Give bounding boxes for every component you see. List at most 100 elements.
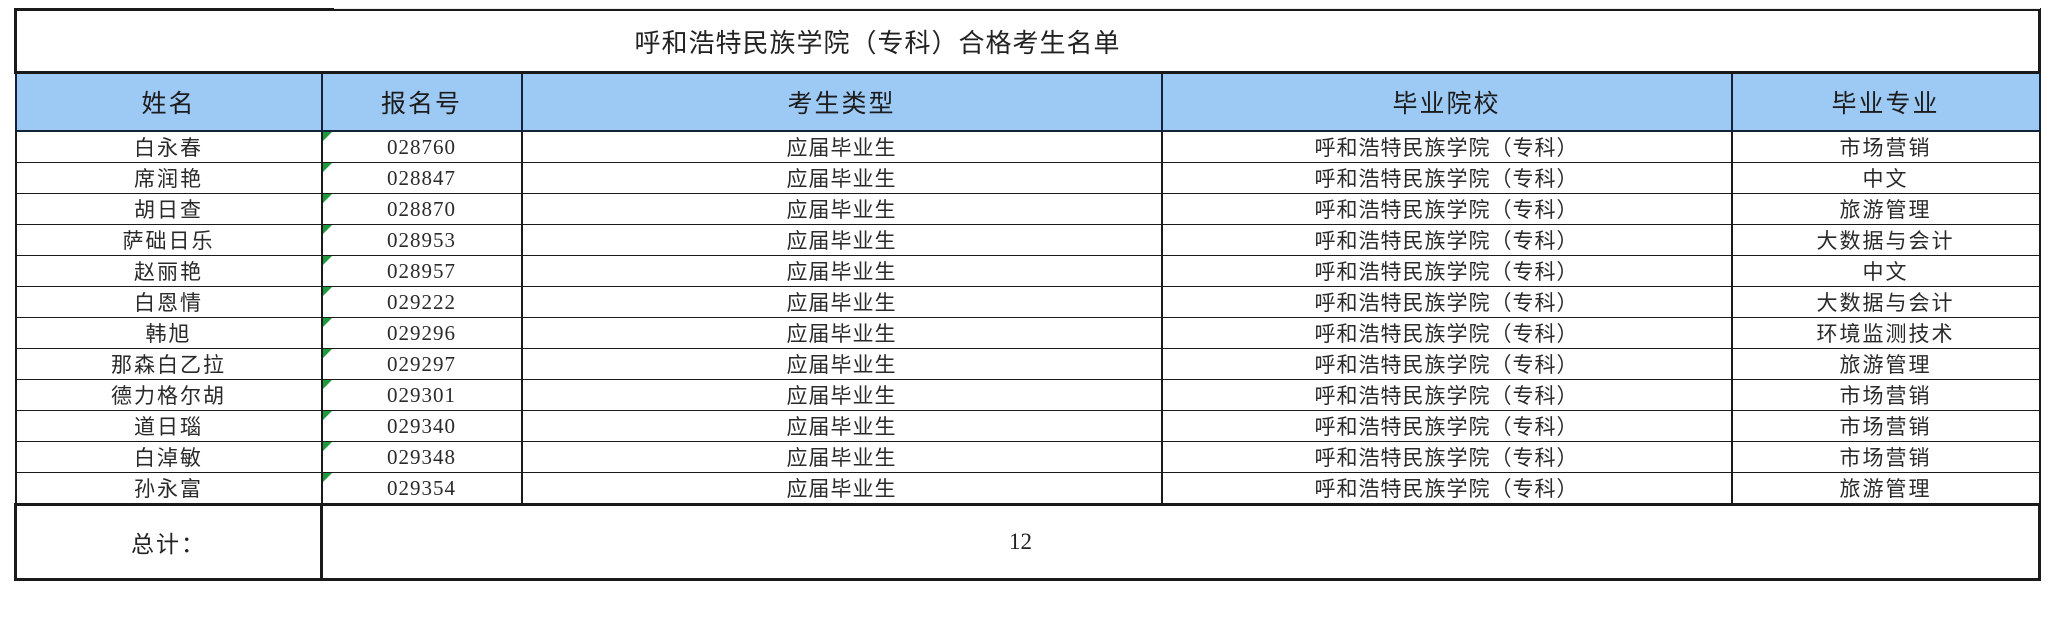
cell-major[interactable]: 旅游管理 [1730, 193, 2041, 225]
table-row[interactable]: 韩旭 029296 应届毕业生 呼和浩特民族学院（专科） 环境监测技术 [14, 317, 2041, 349]
cell-regno[interactable]: 028870 [320, 193, 523, 225]
cell-major[interactable]: 旅游管理 [1730, 472, 2041, 505]
cell-name[interactable]: 席润艳 [14, 162, 323, 194]
cell-major[interactable]: 市场营销 [1730, 410, 2041, 442]
cell-regno[interactable]: 028760 [320, 130, 523, 163]
cell-school[interactable]: 呼和浩特民族学院（专科） [1160, 348, 1733, 380]
cell-school[interactable]: 呼和浩特民族学院（专科） [1160, 286, 1733, 318]
cell-regno[interactable]: 028953 [320, 224, 523, 256]
cell-school[interactable]: 呼和浩特民族学院（专科） [1160, 472, 1733, 505]
cell-type[interactable]: 应届毕业生 [520, 162, 1163, 194]
table-row[interactable]: 萨础日乐 028953 应届毕业生 呼和浩特民族学院（专科） 大数据与会计 [14, 224, 2041, 256]
cell-type[interactable]: 应届毕业生 [520, 193, 1163, 225]
cell-type[interactable]: 应届毕业生 [520, 224, 1163, 256]
cell-major[interactable]: 环境监测技术 [1730, 317, 2041, 349]
cell-name[interactable]: 萨础日乐 [14, 224, 323, 256]
cell-name[interactable]: 道日瑙 [14, 410, 323, 442]
cell-regno[interactable]: 028957 [320, 255, 523, 287]
table-row[interactable]: 白恩情 029222 应届毕业生 呼和浩特民族学院（专科） 大数据与会计 [14, 286, 2041, 318]
cell-type[interactable]: 应届毕业生 [520, 379, 1163, 411]
cell-major[interactable]: 市场营销 [1730, 130, 2041, 163]
cell-type[interactable]: 应届毕业生 [520, 441, 1163, 473]
cell-school[interactable]: 呼和浩特民族学院（专科） [1160, 162, 1733, 194]
cell-regno[interactable]: 029340 [320, 410, 523, 442]
cell-school[interactable]: 呼和浩特民族学院（专科） [1160, 193, 1733, 225]
table-row[interactable]: 那森白乙拉 029297 应届毕业生 呼和浩特民族学院（专科） 旅游管理 [14, 348, 2041, 380]
text-number-warning-icon [323, 473, 332, 482]
cell-type[interactable]: 应届毕业生 [520, 317, 1163, 349]
table-row[interactable]: 德力格尔胡 029301 应届毕业生 呼和浩特民族学院（专科） 市场营销 [14, 379, 2041, 411]
cell-name[interactable]: 那森白乙拉 [14, 348, 323, 380]
column-header-type[interactable]: 考生类型 [520, 71, 1163, 132]
table-row[interactable]: 赵丽艳 028957 应届毕业生 呼和浩特民族学院（专科） 中文 [14, 255, 2041, 287]
column-header-regno[interactable]: 报名号 [320, 71, 523, 132]
cell-name[interactable]: 德力格尔胡 [14, 379, 323, 411]
table-row[interactable]: 孙永富 029354 应届毕业生 呼和浩特民族学院（专科） 旅游管理 [14, 472, 2041, 505]
text-number-warning-icon [323, 442, 332, 451]
cell-name[interactable]: 韩旭 [14, 317, 323, 349]
page-title-cell: 呼和浩特民族学院（专科）合格考生名单 [13, 8, 2042, 74]
regno-text: 029301 [387, 382, 456, 407]
cell-regno[interactable]: 028847 [320, 162, 523, 194]
regno-text: 029296 [387, 320, 456, 345]
column-header-major[interactable]: 毕业专业 [1730, 71, 2041, 132]
cell-school[interactable]: 呼和浩特民族学院（专科） [1160, 224, 1733, 256]
regno-text: 029222 [387, 289, 456, 314]
cell-school[interactable]: 呼和浩特民族学院（专科） [1160, 441, 1733, 473]
cell-major[interactable]: 市场营销 [1730, 379, 2041, 411]
table-row[interactable]: 道日瑙 029340 应届毕业生 呼和浩特民族学院（专科） 市场营销 [14, 410, 2041, 442]
regno-text: 028957 [387, 258, 456, 283]
total-value: 12 [1009, 529, 1033, 554]
cell-type[interactable]: 应届毕业生 [520, 255, 1163, 287]
regno-text: 028870 [387, 196, 456, 221]
cell-name[interactable]: 胡日查 [14, 193, 323, 225]
cell-type[interactable]: 应届毕业生 [520, 348, 1163, 380]
cell-major[interactable]: 大数据与会计 [1730, 286, 2041, 318]
cell-regno[interactable]: 029296 [320, 317, 523, 349]
table-row[interactable]: 白永春 028760 应届毕业生 呼和浩特民族学院（专科） 市场营销 [14, 130, 2041, 163]
cell-major[interactable]: 中文 [1730, 255, 2041, 287]
cell-type[interactable]: 应届毕业生 [520, 410, 1163, 442]
cell-regno[interactable]: 029301 [320, 379, 523, 411]
column-header-name[interactable]: 姓名 [14, 71, 323, 132]
cell-school[interactable]: 呼和浩特民族学院（专科） [1160, 317, 1733, 349]
cell-school[interactable]: 呼和浩特民族学院（专科） [1160, 255, 1733, 287]
table-total-row: 总计： 12 [14, 503, 2042, 581]
cell-major[interactable]: 中文 [1730, 162, 2041, 194]
cell-major[interactable]: 大数据与会计 [1730, 224, 2041, 256]
column-header-school[interactable]: 毕业院校 [1160, 71, 1733, 132]
cell-major[interactable]: 市场营销 [1730, 441, 2041, 473]
cell-type[interactable]: 应届毕业生 [520, 472, 1163, 505]
text-number-warning-icon [323, 318, 332, 327]
cell-name[interactable]: 孙永富 [14, 472, 323, 505]
cell-major[interactable]: 旅游管理 [1730, 348, 2041, 380]
text-number-warning-icon [323, 132, 332, 141]
cell-regno[interactable]: 029297 [320, 348, 523, 380]
cell-name[interactable]: 白淖敏 [14, 441, 323, 473]
table-row[interactable]: 白淖敏 029348 应届毕业生 呼和浩特民族学院（专科） 市场营销 [14, 441, 2041, 473]
regno-text: 028953 [387, 227, 456, 252]
table-row[interactable]: 席润艳 028847 应届毕业生 呼和浩特民族学院（专科） 中文 [14, 162, 2041, 194]
cell-school[interactable]: 呼和浩特民族学院（专科） [1160, 130, 1733, 163]
cell-type[interactable]: 应届毕业生 [520, 286, 1163, 318]
cell-name[interactable]: 白永春 [14, 130, 323, 163]
table-header-row: 姓名 报名号 考生类型 毕业院校 毕业专业 [14, 71, 2041, 132]
total-label: 总计： [14, 503, 323, 581]
table-row[interactable]: 胡日查 028870 应届毕业生 呼和浩特民族学院（专科） 旅游管理 [14, 193, 2041, 225]
regno-text: 028847 [387, 165, 456, 190]
total-value-cell: 12 [319, 503, 2042, 581]
text-number-warning-icon [323, 163, 332, 172]
regno-text: 029297 [387, 351, 456, 376]
cell-name[interactable]: 白恩情 [14, 286, 323, 318]
cell-school[interactable]: 呼和浩特民族学院（专科） [1160, 410, 1733, 442]
cell-regno[interactable]: 029222 [320, 286, 523, 318]
cell-type[interactable]: 应届毕业生 [520, 130, 1163, 163]
cell-name[interactable]: 赵丽艳 [14, 255, 323, 287]
text-number-warning-icon [323, 194, 332, 203]
regno-text: 029348 [387, 444, 456, 469]
cell-school[interactable]: 呼和浩特民族学院（专科） [1160, 379, 1733, 411]
table-body: 白永春 028760 应届毕业生 呼和浩特民族学院（专科） 市场营销 席润艳 028847 应… [14, 130, 2041, 505]
cell-regno[interactable]: 029348 [320, 441, 523, 473]
cell-regno[interactable]: 029354 [320, 472, 523, 505]
